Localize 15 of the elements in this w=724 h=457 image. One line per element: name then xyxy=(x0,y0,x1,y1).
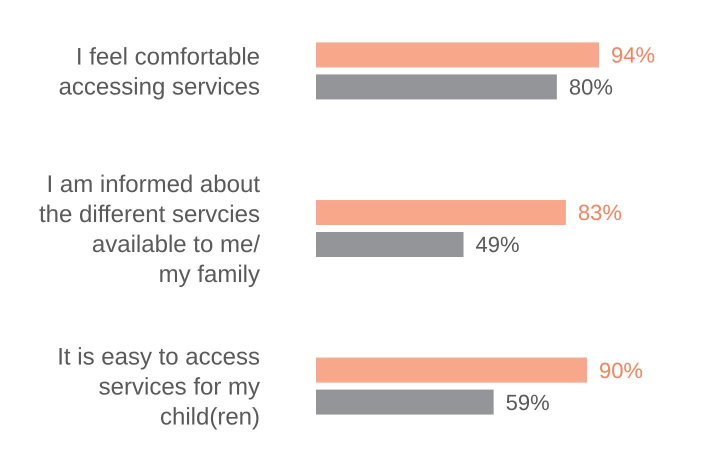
bar xyxy=(316,358,587,383)
y-tick-label: I am informed about the different servcies available to me/ my family xyxy=(38,170,260,288)
data-label: 59% xyxy=(506,390,550,415)
y-tick-label: I feel comfortable accessing services xyxy=(58,43,260,100)
bar xyxy=(316,390,494,415)
data-label: 49% xyxy=(476,232,520,258)
data-label: 83% xyxy=(578,200,622,226)
bar xyxy=(316,232,464,257)
bar xyxy=(316,200,566,225)
bar xyxy=(316,74,557,100)
data-label: 90% xyxy=(598,358,644,383)
y-tick-label: It is easy to access services for my child(ren) xyxy=(57,343,260,430)
data-label: 80% xyxy=(568,74,613,100)
data-label: 94% xyxy=(611,42,656,68)
bar xyxy=(316,42,599,68)
